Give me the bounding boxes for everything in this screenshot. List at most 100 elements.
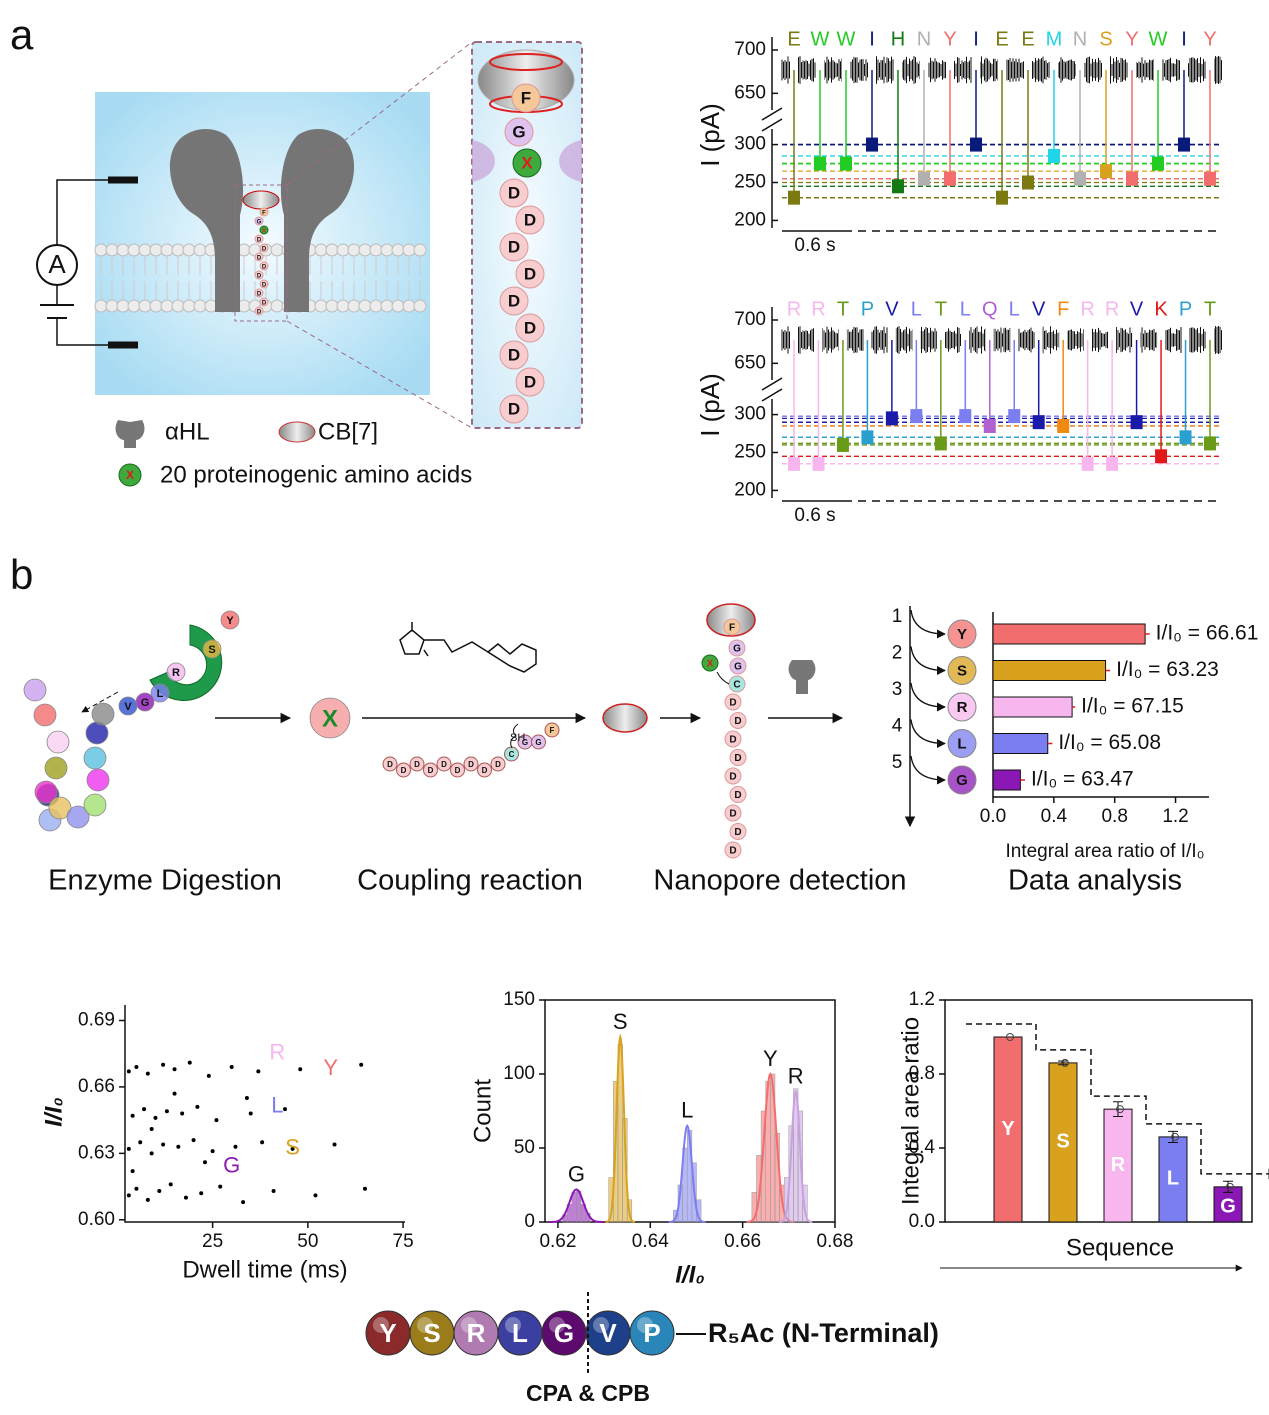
bar [993, 1036, 1023, 1223]
residue-label: G [257, 220, 262, 226]
event-block [885, 411, 898, 426]
point [203, 1160, 207, 1165]
lipid-head [270, 243, 284, 257]
bar-category: R [1111, 1154, 1126, 1176]
event-label: Q [982, 298, 998, 320]
lipid-head [127, 299, 141, 313]
event-label: S [1099, 28, 1112, 50]
legend-text: 20 proteinogenic amino acids [160, 461, 472, 488]
host [602, 703, 648, 733]
residue-label: D [262, 265, 267, 271]
y-axis-label: Integral area ratio [897, 1017, 924, 1205]
residue-label: D [508, 291, 520, 310]
lipid-head [127, 243, 141, 257]
residue-bead [504, 117, 534, 147]
residue-label: D [441, 760, 447, 769]
x-tick-label: 0.64 [632, 1231, 669, 1252]
pore-icon [115, 420, 145, 448]
point [172, 1091, 177, 1096]
event-block [836, 437, 849, 452]
bead-highlight [505, 1317, 521, 1333]
point [233, 1144, 238, 1149]
fit-curve [668, 1124, 706, 1223]
bar-category: Y [957, 626, 967, 643]
residue-label: D [729, 735, 736, 746]
point [191, 1138, 196, 1143]
residue-label: C [509, 750, 515, 759]
step-number: 4 [892, 716, 903, 737]
bead [23, 678, 47, 702]
step-arrow [910, 646, 946, 676]
annotation: I/I₀ = 63.23 [1116, 658, 1219, 681]
bar [992, 660, 1107, 681]
step-arrow [910, 609, 946, 639]
panel-label: b [10, 551, 33, 598]
event-block [983, 418, 996, 433]
residue-bead [947, 692, 977, 722]
lipid-head [402, 243, 416, 257]
sequence-residue: L [512, 1318, 528, 1348]
enzymes-label: CPA & CPB [526, 1380, 650, 1406]
event-block [944, 171, 956, 186]
residue-bead [382, 756, 398, 772]
pore-right [280, 128, 355, 312]
point [248, 1111, 253, 1116]
lipid-head [336, 299, 350, 313]
event-block [814, 156, 826, 171]
axis-break [761, 118, 783, 132]
residue-bead [423, 762, 438, 778]
event-block [996, 190, 1008, 205]
thiol-linker [510, 723, 519, 749]
residue-bead [729, 786, 747, 803]
event-block [1008, 409, 1021, 424]
event-block [1081, 456, 1094, 471]
peak-label: G [568, 1161, 585, 1186]
bar-category: G [1220, 1196, 1236, 1218]
bar-category: L [957, 735, 966, 752]
point [130, 1169, 135, 1174]
bar [992, 733, 1049, 754]
step-number: 2 [892, 643, 903, 664]
event-label: K [1154, 298, 1168, 320]
lipid-head [358, 299, 372, 313]
event-label: N [917, 28, 931, 50]
bar-category: L [1167, 1168, 1179, 1190]
y-tick-label: 250 [734, 172, 766, 193]
residue-bead [515, 313, 545, 343]
lipid-head [116, 299, 130, 313]
bead [83, 746, 107, 770]
residue-bead [512, 148, 542, 178]
replicate [1171, 1132, 1179, 1141]
residue-label: F [729, 623, 735, 634]
point [210, 1149, 215, 1154]
sequence-tail: R₅Ac (N-Terminal) [708, 1318, 939, 1348]
event-label: T [935, 298, 947, 320]
residue-label: D [729, 846, 736, 857]
replicate [1226, 1182, 1234, 1191]
event-block [918, 171, 930, 186]
event-label: H [891, 28, 905, 50]
x-tick-label: 75 [393, 1231, 414, 1252]
event-block [861, 430, 874, 445]
y-tick-label: 50 [514, 1137, 535, 1158]
event-label: T [837, 298, 849, 320]
point [176, 1144, 181, 1149]
residue-bead [531, 734, 546, 750]
event-block [1204, 171, 1216, 186]
sequence-residue: R [467, 1318, 486, 1348]
y-tick-label: 200 [734, 209, 766, 230]
point [271, 1189, 276, 1193]
residue-label: D [508, 345, 520, 364]
residue-label: G [522, 738, 528, 747]
lipid-head [325, 299, 339, 313]
legend-text: CB[7] [318, 418, 378, 445]
residue-bead [724, 767, 742, 785]
bead-highlight [593, 1317, 609, 1333]
residue-bead [947, 656, 977, 685]
point [241, 1200, 246, 1205]
error-bar [1223, 1180, 1233, 1193]
point [183, 1195, 188, 1200]
bead [85, 721, 109, 745]
